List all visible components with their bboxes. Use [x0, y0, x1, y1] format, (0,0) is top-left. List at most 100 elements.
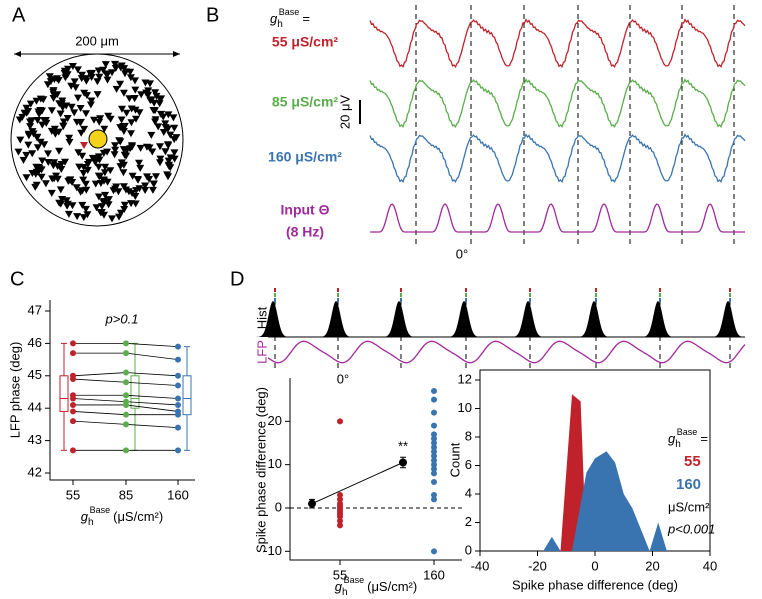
input-trace: [370, 203, 745, 233]
box: [182, 375, 192, 416]
input-label: Input Θ: [281, 202, 330, 218]
neuron-triangles: [14, 60, 181, 223]
cell-point: [123, 411, 129, 418]
cell-point: [175, 401, 181, 408]
cell-point: [70, 447, 76, 454]
spike-tick: [274, 293, 276, 297]
legend-unit: μS/cm²: [668, 499, 710, 514]
cell-region: [10, 53, 184, 227]
spike-point: [431, 466, 437, 472]
scale-label: 200 μm: [75, 33, 119, 48]
x-tick-label: 0: [591, 558, 598, 573]
spike-point: [431, 435, 437, 442]
spike-point: [431, 440, 437, 446]
spike-point: [431, 453, 437, 459]
spike-point: [431, 388, 437, 394]
spike-point: [337, 496, 343, 503]
spike-point: [431, 448, 437, 455]
cell-point: [175, 447, 181, 454]
cell-point: [175, 372, 181, 379]
spike-point: [337, 518, 343, 524]
spike-tick: [729, 288, 731, 292]
spike-hist: [500, 301, 560, 337]
cell-point: [70, 395, 76, 402]
recorded-cell: [80, 142, 88, 149]
cell-point: [175, 382, 181, 389]
mean-point: [399, 458, 407, 467]
cell-point: [123, 447, 129, 454]
spike-point: [431, 444, 437, 451]
spike-point: [337, 492, 343, 498]
cell-point: [175, 395, 181, 402]
spike-point: [431, 496, 437, 503]
spike-point: [431, 457, 437, 464]
box: [59, 375, 69, 412]
cell-point: [123, 350, 129, 357]
spike-tick: [529, 298, 531, 302]
spike-hist: [630, 301, 690, 337]
spike-hist: [436, 301, 496, 337]
spike-point: [431, 548, 437, 555]
symbol: g: [81, 509, 89, 524]
cell-point: [123, 421, 129, 428]
spike-point: [431, 422, 437, 429]
spike-tick: [659, 293, 661, 297]
symbol: g: [668, 431, 676, 446]
spike-point: [431, 492, 437, 498]
spike-tick: [465, 298, 467, 302]
scale-label: 20 μV: [337, 95, 352, 130]
spike-tick: [659, 288, 661, 292]
error-caps: [309, 498, 315, 509]
superscript: Base: [344, 575, 365, 585]
superscript: Base: [677, 427, 698, 437]
spike-tick: [465, 288, 467, 292]
y-tick-label: 0: [275, 499, 282, 514]
legend-entry: 160: [676, 476, 701, 493]
y-tick-label: 10: [458, 400, 472, 415]
cell-point: [70, 408, 76, 415]
axes: [49, 300, 195, 481]
y-tick-label: 43: [28, 432, 42, 447]
x-tick-label: 55: [66, 487, 80, 502]
subscript: h: [277, 19, 283, 30]
y-axis-label: LFP phase (deg): [7, 342, 22, 439]
spike-hist: [700, 301, 760, 337]
y-axis-label: Spike phase difference (deg): [253, 387, 268, 553]
lfp-trace: [369, 18, 746, 69]
spike-hist: [566, 301, 626, 337]
box: [130, 375, 140, 409]
y-tick-label: 45: [28, 367, 42, 382]
cell-point: [70, 350, 76, 357]
spike-tick: [729, 298, 731, 302]
spike-point: [431, 396, 437, 403]
x-tick-label: -20: [528, 558, 547, 573]
spike-tick: [529, 293, 531, 297]
lfp-label: LFP: [254, 340, 269, 364]
param-label: gh Base =: [270, 7, 310, 29]
y-tick-label: 12: [458, 371, 472, 386]
y-tick-label: 0: [465, 542, 472, 557]
spike-point: [337, 418, 343, 425]
lfp-trace: [369, 133, 746, 184]
cell-point: [175, 411, 181, 418]
cell-point: [123, 392, 129, 399]
spike-point: [337, 522, 343, 529]
cell-point: [175, 356, 181, 363]
phase-label: 0°: [456, 246, 468, 261]
unit: (μS/cm²): [113, 509, 163, 524]
unit: =: [302, 11, 310, 26]
subscript: h: [675, 439, 681, 450]
x-tick-label: -40: [471, 558, 490, 573]
unit: (μS/cm²): [367, 579, 417, 594]
symbol: g: [270, 11, 278, 26]
spike-tick: [729, 293, 731, 297]
chart-title: p>0.1: [105, 311, 139, 326]
legend-title: gh Base =: [668, 427, 708, 449]
y-tick-label: 6: [465, 457, 472, 472]
phase-label: 0°: [337, 371, 349, 386]
legend-entry: 55: [684, 453, 701, 470]
subscript: h: [88, 517, 94, 528]
x-tick-label: 55: [333, 567, 347, 582]
subscript: h: [342, 587, 348, 598]
spike-tick: [400, 288, 402, 292]
